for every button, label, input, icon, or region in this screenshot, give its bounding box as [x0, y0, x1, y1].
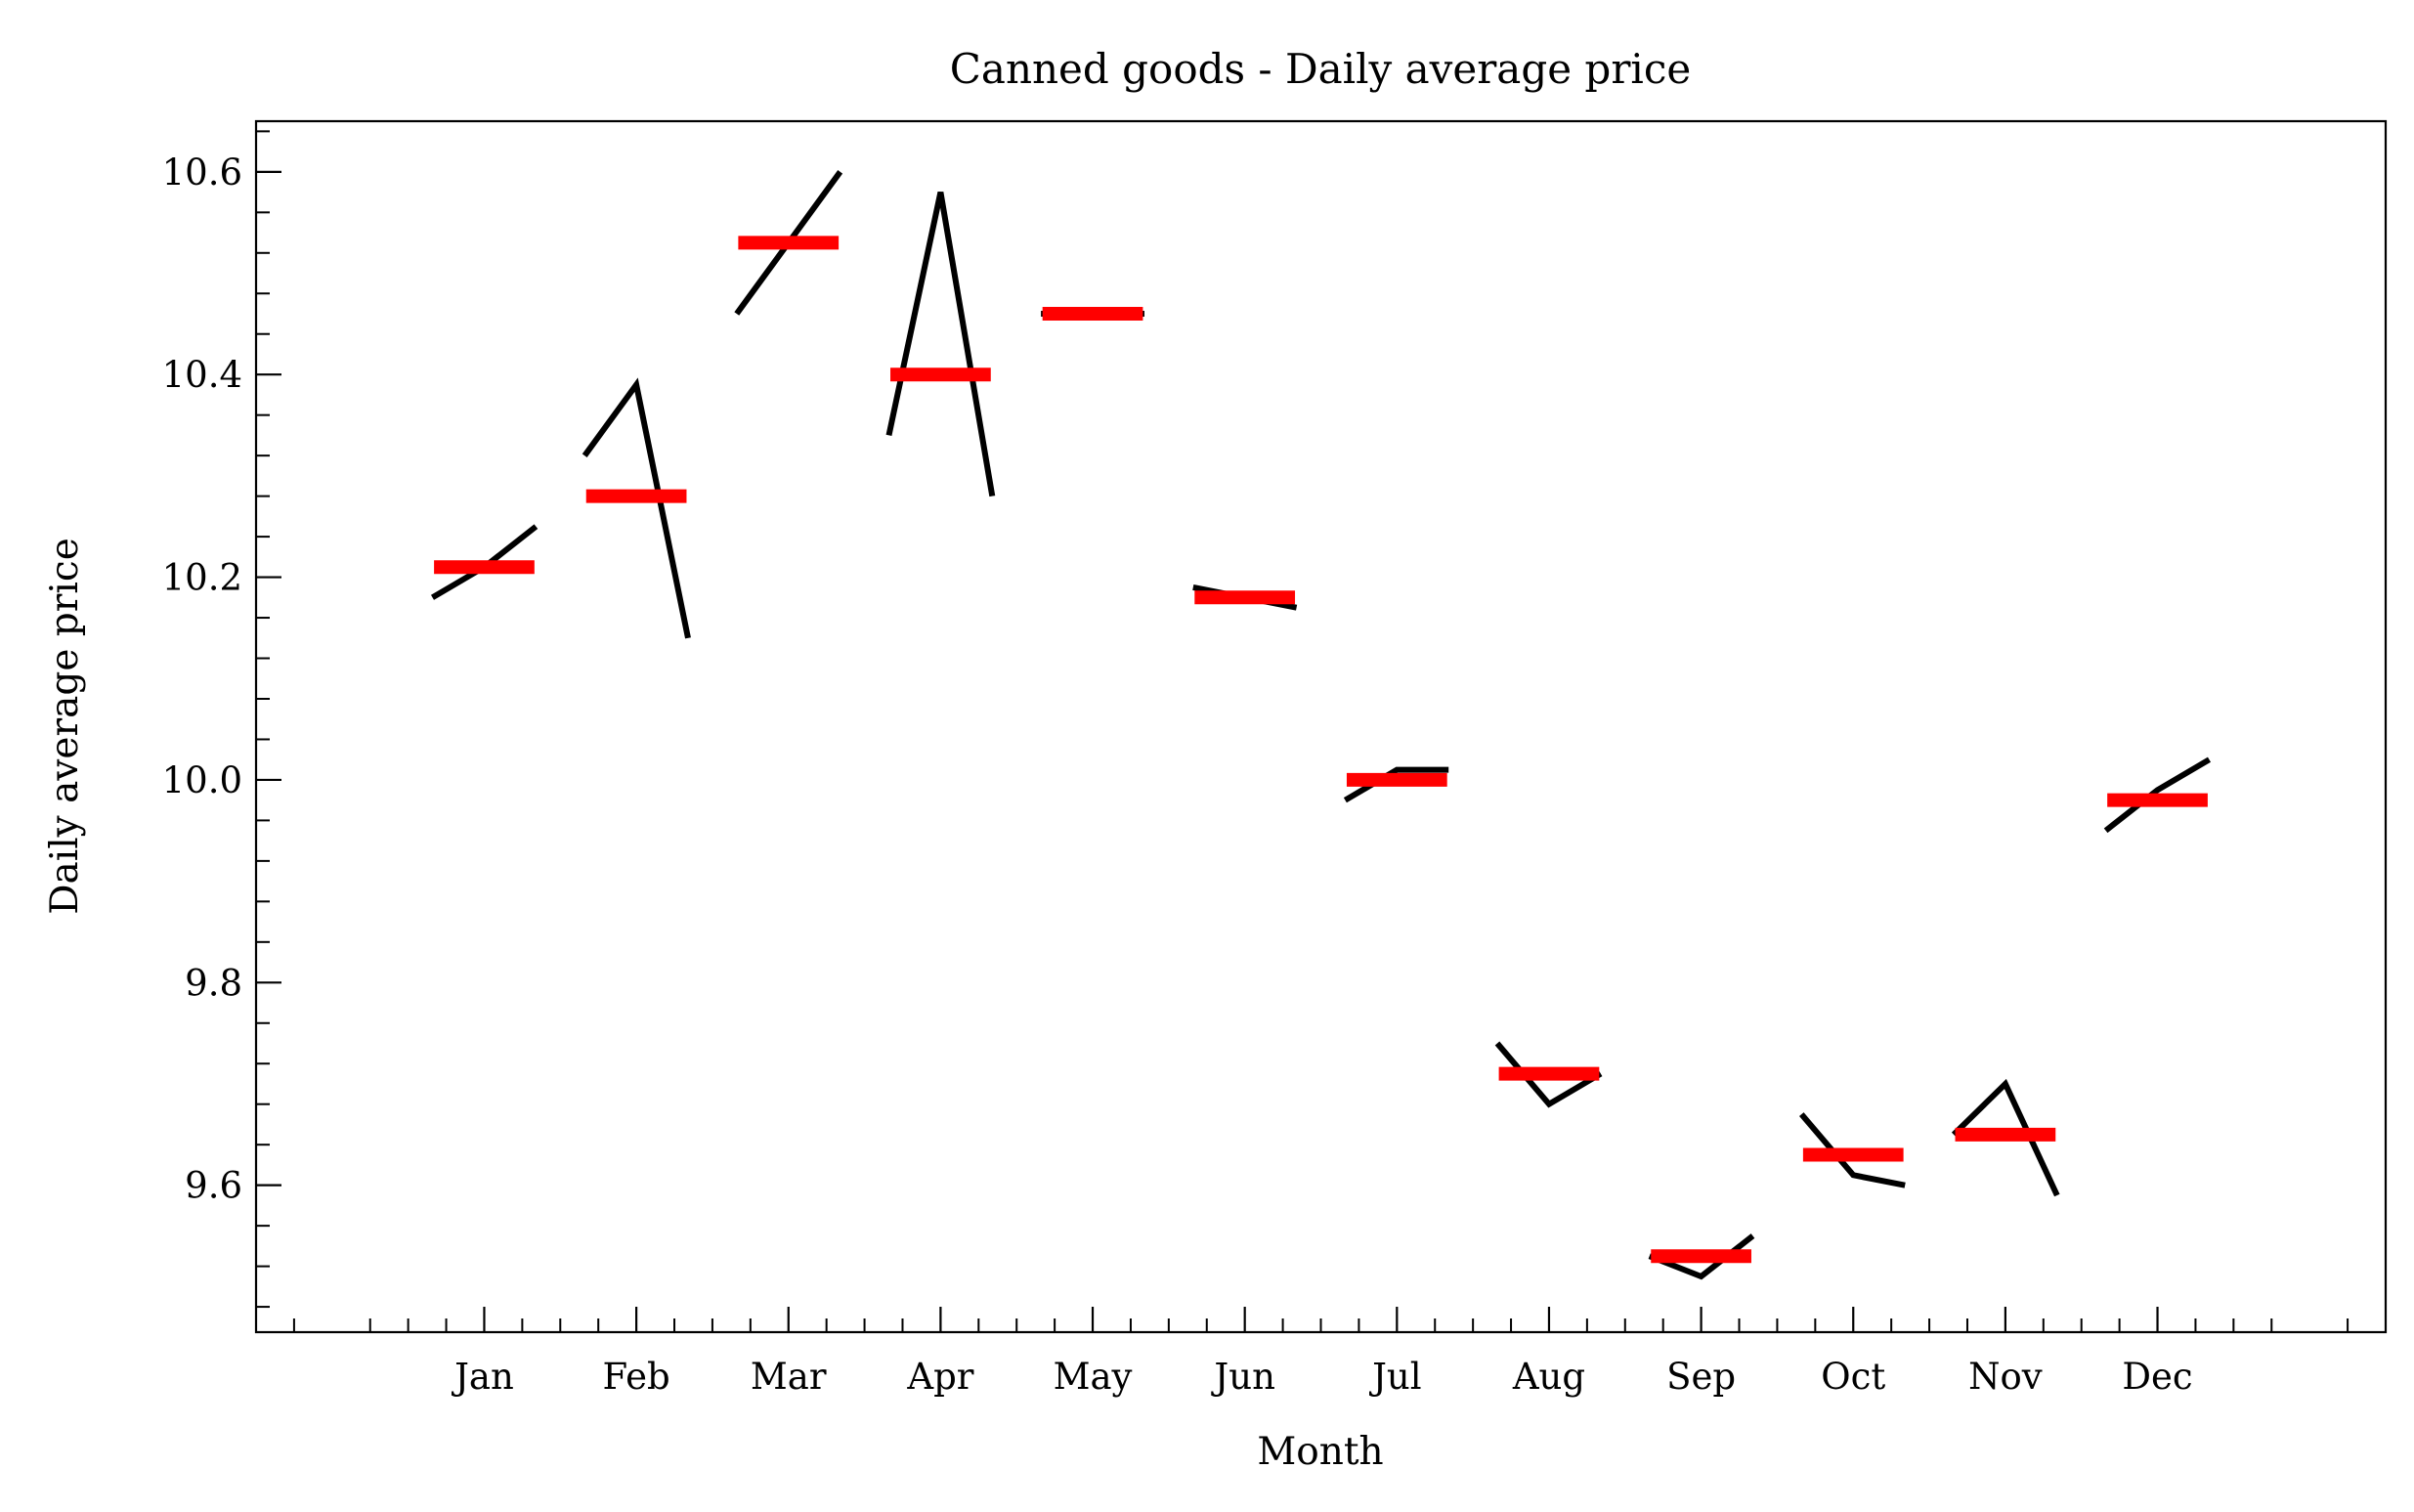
y-tick-label: 9.8 — [185, 962, 242, 1004]
axis-ticks: Jan Feb Mar Apr May Jun Jul Aug Sep Oct Nov Dec 9.6 9… — [162, 130, 2387, 1398]
daily-subseries-line — [2103, 756, 2212, 834]
daily-subseries-line — [1951, 1078, 2060, 1197]
x-tick-label: May — [1054, 1356, 1133, 1398]
y-tick-label: 10.2 — [162, 557, 242, 599]
chart-title: Canned goods - Daily average price — [950, 45, 1691, 93]
x-tick-label: Feb — [602, 1356, 669, 1398]
x-tick-label: Aug — [1512, 1356, 1585, 1398]
y-tick-label: 9.6 — [185, 1165, 242, 1207]
daily-subseries-line — [1494, 1041, 1603, 1108]
y-tick-label: 10.0 — [162, 759, 242, 801]
daily-subseries-line — [1799, 1112, 1906, 1188]
daily-subseries-line — [1343, 766, 1449, 803]
x-axis-label: Month — [1257, 1430, 1383, 1474]
x-tick-label: Jan — [451, 1356, 514, 1398]
x-tick-label: Jun — [1210, 1356, 1275, 1398]
y-tick-label: 10.4 — [162, 354, 242, 396]
x-tick-label: Apr — [906, 1356, 973, 1398]
x-tick-label: Sep — [1666, 1356, 1736, 1398]
plot-area — [430, 170, 2212, 1280]
y-tick-label: 10.6 — [162, 151, 242, 194]
x-tick-label: Dec — [2122, 1356, 2192, 1398]
x-tick-label: Jul — [1368, 1356, 1422, 1398]
x-tick-label: Oct — [1821, 1356, 1885, 1398]
daily-subseries-line — [582, 377, 691, 639]
x-tick-label: Mar — [751, 1356, 827, 1398]
plot-frame — [254, 119, 2388, 1334]
daily-subseries-line — [885, 191, 996, 497]
x-tick-label: Nov — [1968, 1356, 2043, 1398]
y-axis-label: Daily average price — [43, 538, 87, 915]
